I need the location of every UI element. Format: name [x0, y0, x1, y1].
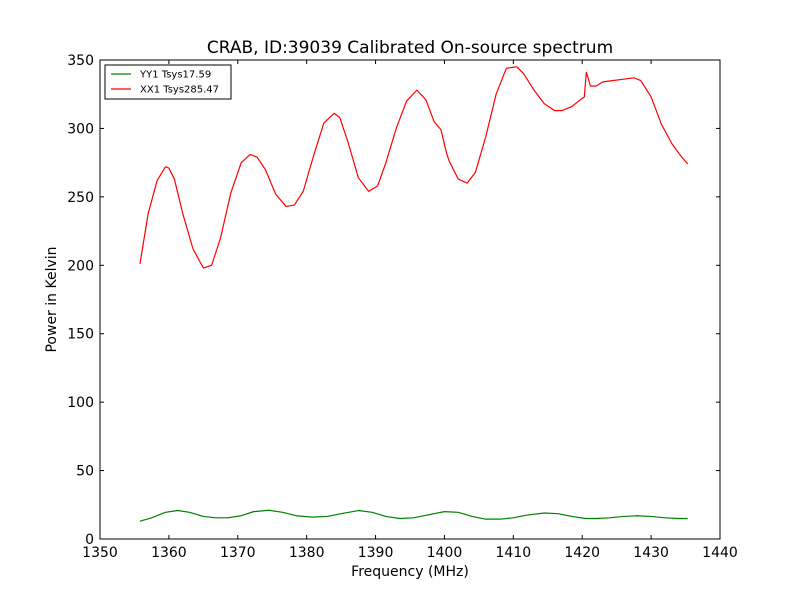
x-tick-label: 1430 [633, 545, 669, 561]
y-tick-label: 150 [67, 327, 94, 343]
x-tick-label: 1380 [289, 545, 325, 561]
legend: YY1 Tsys17.59 XX1 Tsys285.47 [104, 64, 232, 100]
x-tick-label: 1360 [151, 545, 187, 561]
y-tick-label: 0 [85, 532, 94, 548]
axis-ticks: 1350 1360 1370 1380 1390 1400 1410 1420 1430 1440… [67, 53, 738, 561]
x-tick-label: 1400 [427, 545, 463, 561]
x-tick-label: 1420 [564, 545, 600, 561]
y-tick-label: 50 [76, 464, 94, 480]
y-tick-label: 250 [67, 190, 94, 206]
series-line-0 [139, 509, 688, 522]
plot-frame [99, 59, 721, 540]
plot-area [100, 60, 720, 539]
y-tick-label: 200 [67, 258, 94, 274]
legend-label-xx1: XX1 Tsys285.47 [140, 85, 219, 96]
x-tick-label: 1390 [358, 545, 394, 561]
legend-label-yy1: YY1 Tsys17.59 [139, 70, 211, 81]
x-tick-label: 1350 [82, 545, 118, 561]
chart-title: CRAB, ID:39039 Calibrated On-source spec… [207, 38, 613, 58]
y-tick-label: 350 [67, 53, 94, 69]
y-axis-label: Power in Kelvin [44, 246, 60, 352]
y-tick-label: 100 [67, 395, 94, 411]
x-tick-label: 1410 [496, 545, 532, 561]
x-tick-label: 1370 [220, 545, 256, 561]
x-tick-label: 1440 [702, 545, 738, 561]
series-lines [139, 66, 689, 522]
y-tick-label: 300 [67, 121, 94, 137]
x-axis-label: Frequency (MHz) [351, 564, 469, 580]
legend-box [104, 64, 232, 100]
series-line-1 [139, 66, 689, 269]
